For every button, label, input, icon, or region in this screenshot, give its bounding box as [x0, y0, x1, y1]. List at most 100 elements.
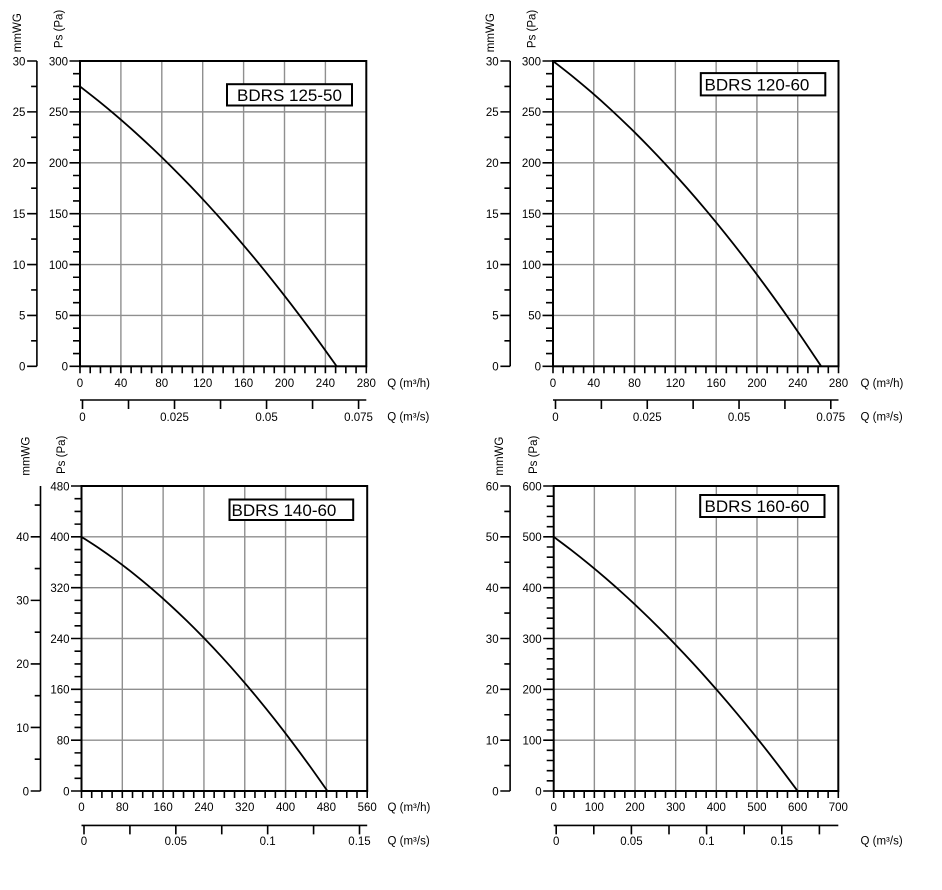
svg-text:600: 600: [788, 802, 807, 814]
svg-text:5: 5: [19, 311, 25, 323]
svg-text:160: 160: [234, 378, 253, 390]
svg-text:160: 160: [154, 802, 173, 814]
svg-text:Q (m³/s): Q (m³/s): [861, 412, 903, 424]
svg-text:0.1: 0.1: [260, 836, 276, 848]
svg-text:40: 40: [16, 532, 29, 544]
svg-text:0: 0: [552, 412, 558, 424]
svg-text:10: 10: [16, 723, 29, 735]
svg-text:200: 200: [747, 378, 766, 390]
svg-text:Q (m³/h): Q (m³/h): [861, 378, 904, 390]
svg-text:0: 0: [23, 786, 29, 798]
svg-text:Ps (Pa): Ps (Pa): [54, 10, 66, 49]
svg-text:100: 100: [585, 802, 604, 814]
svg-text:280: 280: [829, 378, 848, 390]
svg-text:0.1: 0.1: [699, 836, 715, 848]
svg-text:0: 0: [81, 836, 87, 848]
svg-text:80: 80: [155, 378, 168, 390]
svg-text:160: 160: [50, 685, 69, 697]
svg-text:0.075: 0.075: [344, 412, 373, 424]
svg-text:240: 240: [788, 378, 807, 390]
svg-text:150: 150: [522, 209, 541, 221]
svg-text:30: 30: [486, 634, 499, 646]
svg-text:0: 0: [62, 362, 68, 374]
svg-text:150: 150: [49, 209, 68, 221]
svg-text:0.05: 0.05: [728, 412, 750, 424]
svg-text:500: 500: [523, 532, 542, 544]
svg-text:0.025: 0.025: [160, 412, 189, 424]
svg-text:50: 50: [486, 532, 499, 544]
svg-text:480: 480: [317, 802, 336, 814]
svg-text:40: 40: [587, 378, 600, 390]
svg-text:BDRS 120-60: BDRS 120-60: [705, 75, 810, 94]
svg-text:mmWG: mmWG: [21, 437, 33, 476]
svg-text:0.15: 0.15: [348, 836, 370, 848]
svg-text:BDRS 160-60: BDRS 160-60: [705, 497, 810, 516]
svg-text:100: 100: [49, 260, 68, 272]
svg-text:20: 20: [486, 685, 499, 697]
svg-text:40: 40: [486, 583, 499, 595]
svg-text:100: 100: [522, 260, 541, 272]
svg-text:10: 10: [486, 735, 499, 747]
svg-text:240: 240: [50, 634, 69, 646]
svg-text:0: 0: [553, 836, 559, 848]
svg-text:0: 0: [550, 802, 556, 814]
svg-text:500: 500: [747, 802, 766, 814]
svg-text:280: 280: [357, 378, 376, 390]
svg-text:120: 120: [666, 378, 685, 390]
svg-text:300: 300: [49, 56, 68, 68]
svg-text:Q (m³/h): Q (m³/h): [387, 378, 430, 390]
svg-text:Ps (Pa): Ps (Pa): [527, 10, 539, 49]
svg-text:320: 320: [235, 802, 254, 814]
svg-text:30: 30: [13, 56, 26, 68]
svg-text:0.05: 0.05: [165, 836, 187, 848]
svg-text:160: 160: [707, 378, 726, 390]
svg-text:Q (m³/h): Q (m³/h): [388, 802, 431, 814]
svg-text:0.075: 0.075: [816, 412, 845, 424]
svg-text:15: 15: [486, 209, 499, 221]
svg-text:0: 0: [79, 412, 85, 424]
svg-text:20: 20: [16, 659, 29, 671]
svg-text:0: 0: [78, 802, 84, 814]
svg-text:0: 0: [63, 786, 69, 798]
svg-text:mmWG: mmWG: [485, 13, 497, 52]
svg-text:200: 200: [522, 158, 541, 170]
svg-text:15: 15: [13, 209, 26, 221]
svg-text:40: 40: [115, 378, 128, 390]
svg-text:Ps (Pa): Ps (Pa): [528, 435, 540, 474]
svg-text:80: 80: [57, 735, 70, 747]
svg-text:80: 80: [628, 378, 641, 390]
svg-text:320: 320: [50, 583, 69, 595]
svg-text:25: 25: [486, 107, 499, 119]
svg-text:0: 0: [492, 786, 498, 798]
svg-text:240: 240: [194, 802, 213, 814]
svg-text:Q (m³/s): Q (m³/s): [387, 412, 429, 424]
svg-text:700: 700: [829, 802, 848, 814]
svg-text:Q (m³/s): Q (m³/s): [861, 836, 903, 848]
svg-text:mmWG: mmWG: [12, 13, 24, 52]
svg-text:50: 50: [55, 311, 68, 323]
svg-text:Q (m³/s): Q (m³/s): [388, 836, 430, 848]
svg-text:250: 250: [49, 107, 68, 119]
svg-text:BDRS 125-50: BDRS 125-50: [237, 86, 342, 105]
svg-text:0.15: 0.15: [771, 836, 793, 848]
svg-text:25: 25: [13, 107, 26, 119]
svg-text:0: 0: [492, 362, 498, 374]
svg-text:200: 200: [49, 158, 68, 170]
svg-text:0.025: 0.025: [633, 412, 662, 424]
svg-text:0: 0: [535, 362, 541, 374]
svg-text:0: 0: [550, 378, 556, 390]
svg-text:50: 50: [528, 311, 541, 323]
svg-text:300: 300: [522, 56, 541, 68]
svg-text:200: 200: [523, 685, 542, 697]
svg-text:0: 0: [77, 378, 83, 390]
svg-text:10: 10: [486, 260, 499, 272]
svg-text:200: 200: [275, 378, 294, 390]
svg-text:60: 60: [486, 481, 499, 493]
svg-text:5: 5: [492, 311, 498, 323]
svg-text:30: 30: [486, 56, 499, 68]
svg-text:20: 20: [486, 158, 499, 170]
svg-text:80: 80: [116, 802, 129, 814]
svg-text:250: 250: [522, 107, 541, 119]
svg-text:20: 20: [13, 158, 26, 170]
svg-text:560: 560: [358, 802, 377, 814]
